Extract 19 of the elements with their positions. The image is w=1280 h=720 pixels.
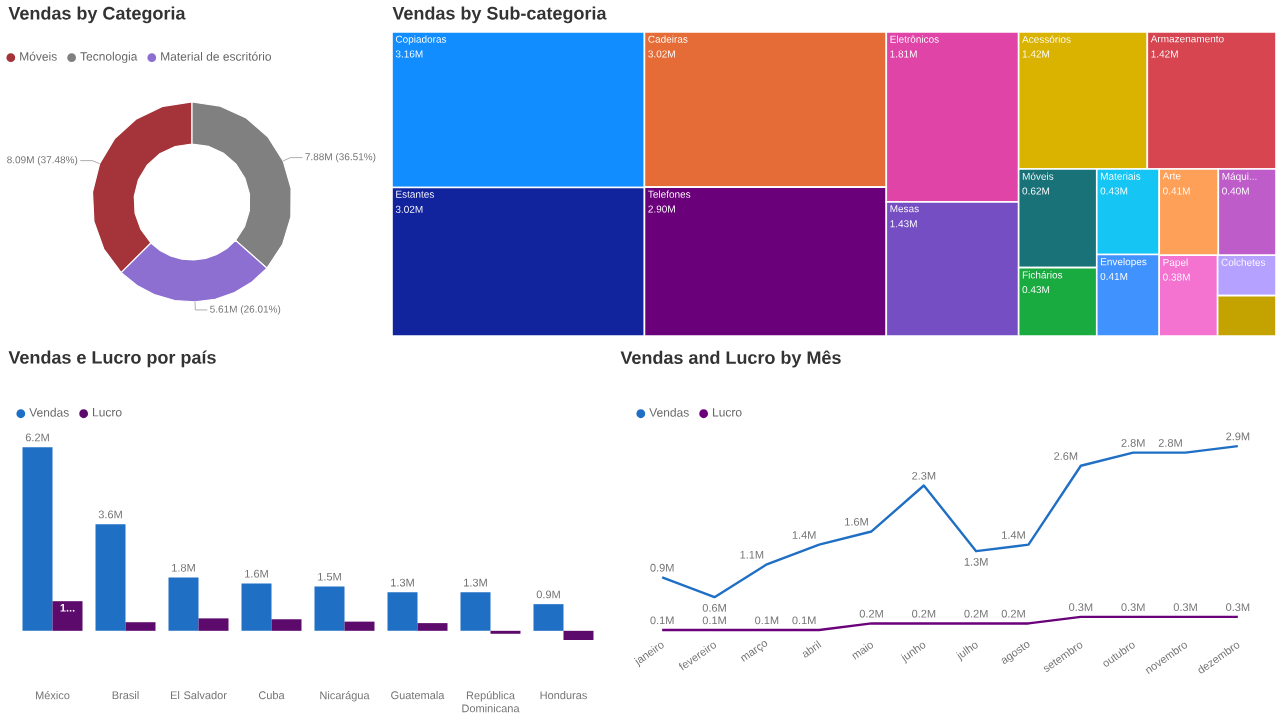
bar xyxy=(314,586,345,631)
bar xyxy=(344,621,375,631)
bar xyxy=(460,592,491,631)
chart-title: Vendas e Lucro por país xyxy=(8,350,216,368)
bar xyxy=(563,630,594,640)
bar xyxy=(533,604,564,631)
bar xyxy=(417,623,448,631)
bar xyxy=(22,447,53,631)
bar xyxy=(198,618,229,631)
bar xyxy=(271,619,302,631)
bar xyxy=(168,577,199,631)
bar xyxy=(387,592,418,631)
chart-title: Vendas by Categoria xyxy=(8,6,186,24)
bar xyxy=(241,583,272,631)
chart-title: Vendas and Lucro by Mês xyxy=(620,350,841,368)
bar xyxy=(95,524,126,631)
text: Vendas by Sub-categoria xyxy=(392,6,607,24)
bar xyxy=(125,622,156,631)
bar xyxy=(52,601,83,631)
